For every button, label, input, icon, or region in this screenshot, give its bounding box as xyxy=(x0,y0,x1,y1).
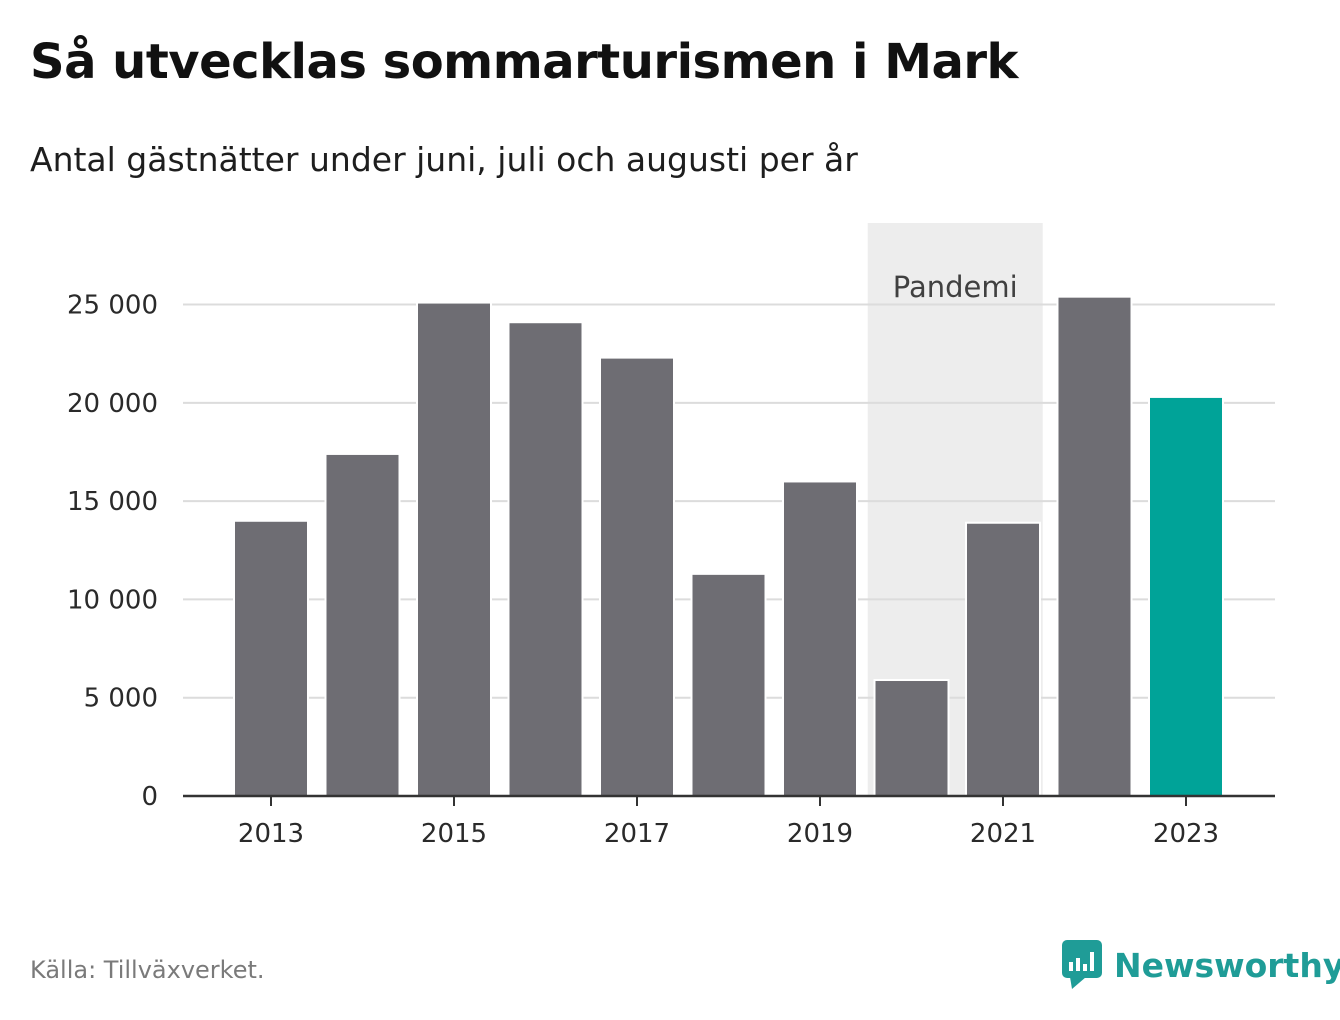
bar-2018 xyxy=(690,572,767,797)
bar-2013 xyxy=(233,519,309,797)
x-tick-label-2023: 2023 xyxy=(1153,819,1219,849)
newsworthy-logo: Newsworthy xyxy=(1062,940,1340,990)
brand-name: Newsworthy xyxy=(1114,945,1340,985)
y-tick-label-15000: 15 000 xyxy=(67,487,158,517)
bar-2016 xyxy=(507,321,584,798)
bar-2021 xyxy=(965,521,1041,797)
chart-subtitle: Antal gästnätter under juni, juli och au… xyxy=(30,140,858,179)
chart-title: Så utvecklas sommarturismen i Mark xyxy=(30,34,1018,90)
bar-2020 xyxy=(873,679,950,797)
y-tick-label-0: 0 xyxy=(141,782,158,812)
y-tick-label-5000: 5 000 xyxy=(84,684,158,714)
x-tick-label-2021: 2021 xyxy=(970,819,1036,849)
x-tick-label-2019: 2019 xyxy=(787,819,853,849)
x-tick-label-2017: 2017 xyxy=(604,819,670,849)
newsworthy-logo-icon xyxy=(1062,940,1102,989)
y-tick-label-25000: 25 000 xyxy=(67,291,158,321)
source-note: Källa: Tillväxverket. xyxy=(30,956,265,984)
bars xyxy=(233,295,1224,798)
axes: 2013 2015 2017 2019 2021 2023 xyxy=(183,794,1275,849)
x-tick-label-2015: 2015 xyxy=(421,819,487,849)
x-tick-label-2013: 2013 xyxy=(238,819,304,849)
bar-2015 xyxy=(416,301,492,797)
bar-2017 xyxy=(599,356,675,797)
pandemic-band-label: Pandemi xyxy=(893,270,1018,304)
bar-2014 xyxy=(324,452,401,797)
bar-2019 xyxy=(782,480,858,797)
bar-chart: Pandemi 0 5 000 10 000 15 000 20 000 25 000 2… xyxy=(67,223,1275,849)
bar-2022 xyxy=(1056,295,1133,797)
bar-2023 xyxy=(1148,395,1224,798)
y-tick-label-10000: 10 000 xyxy=(67,585,158,615)
y-tick-label-20000: 20 000 xyxy=(67,389,158,419)
